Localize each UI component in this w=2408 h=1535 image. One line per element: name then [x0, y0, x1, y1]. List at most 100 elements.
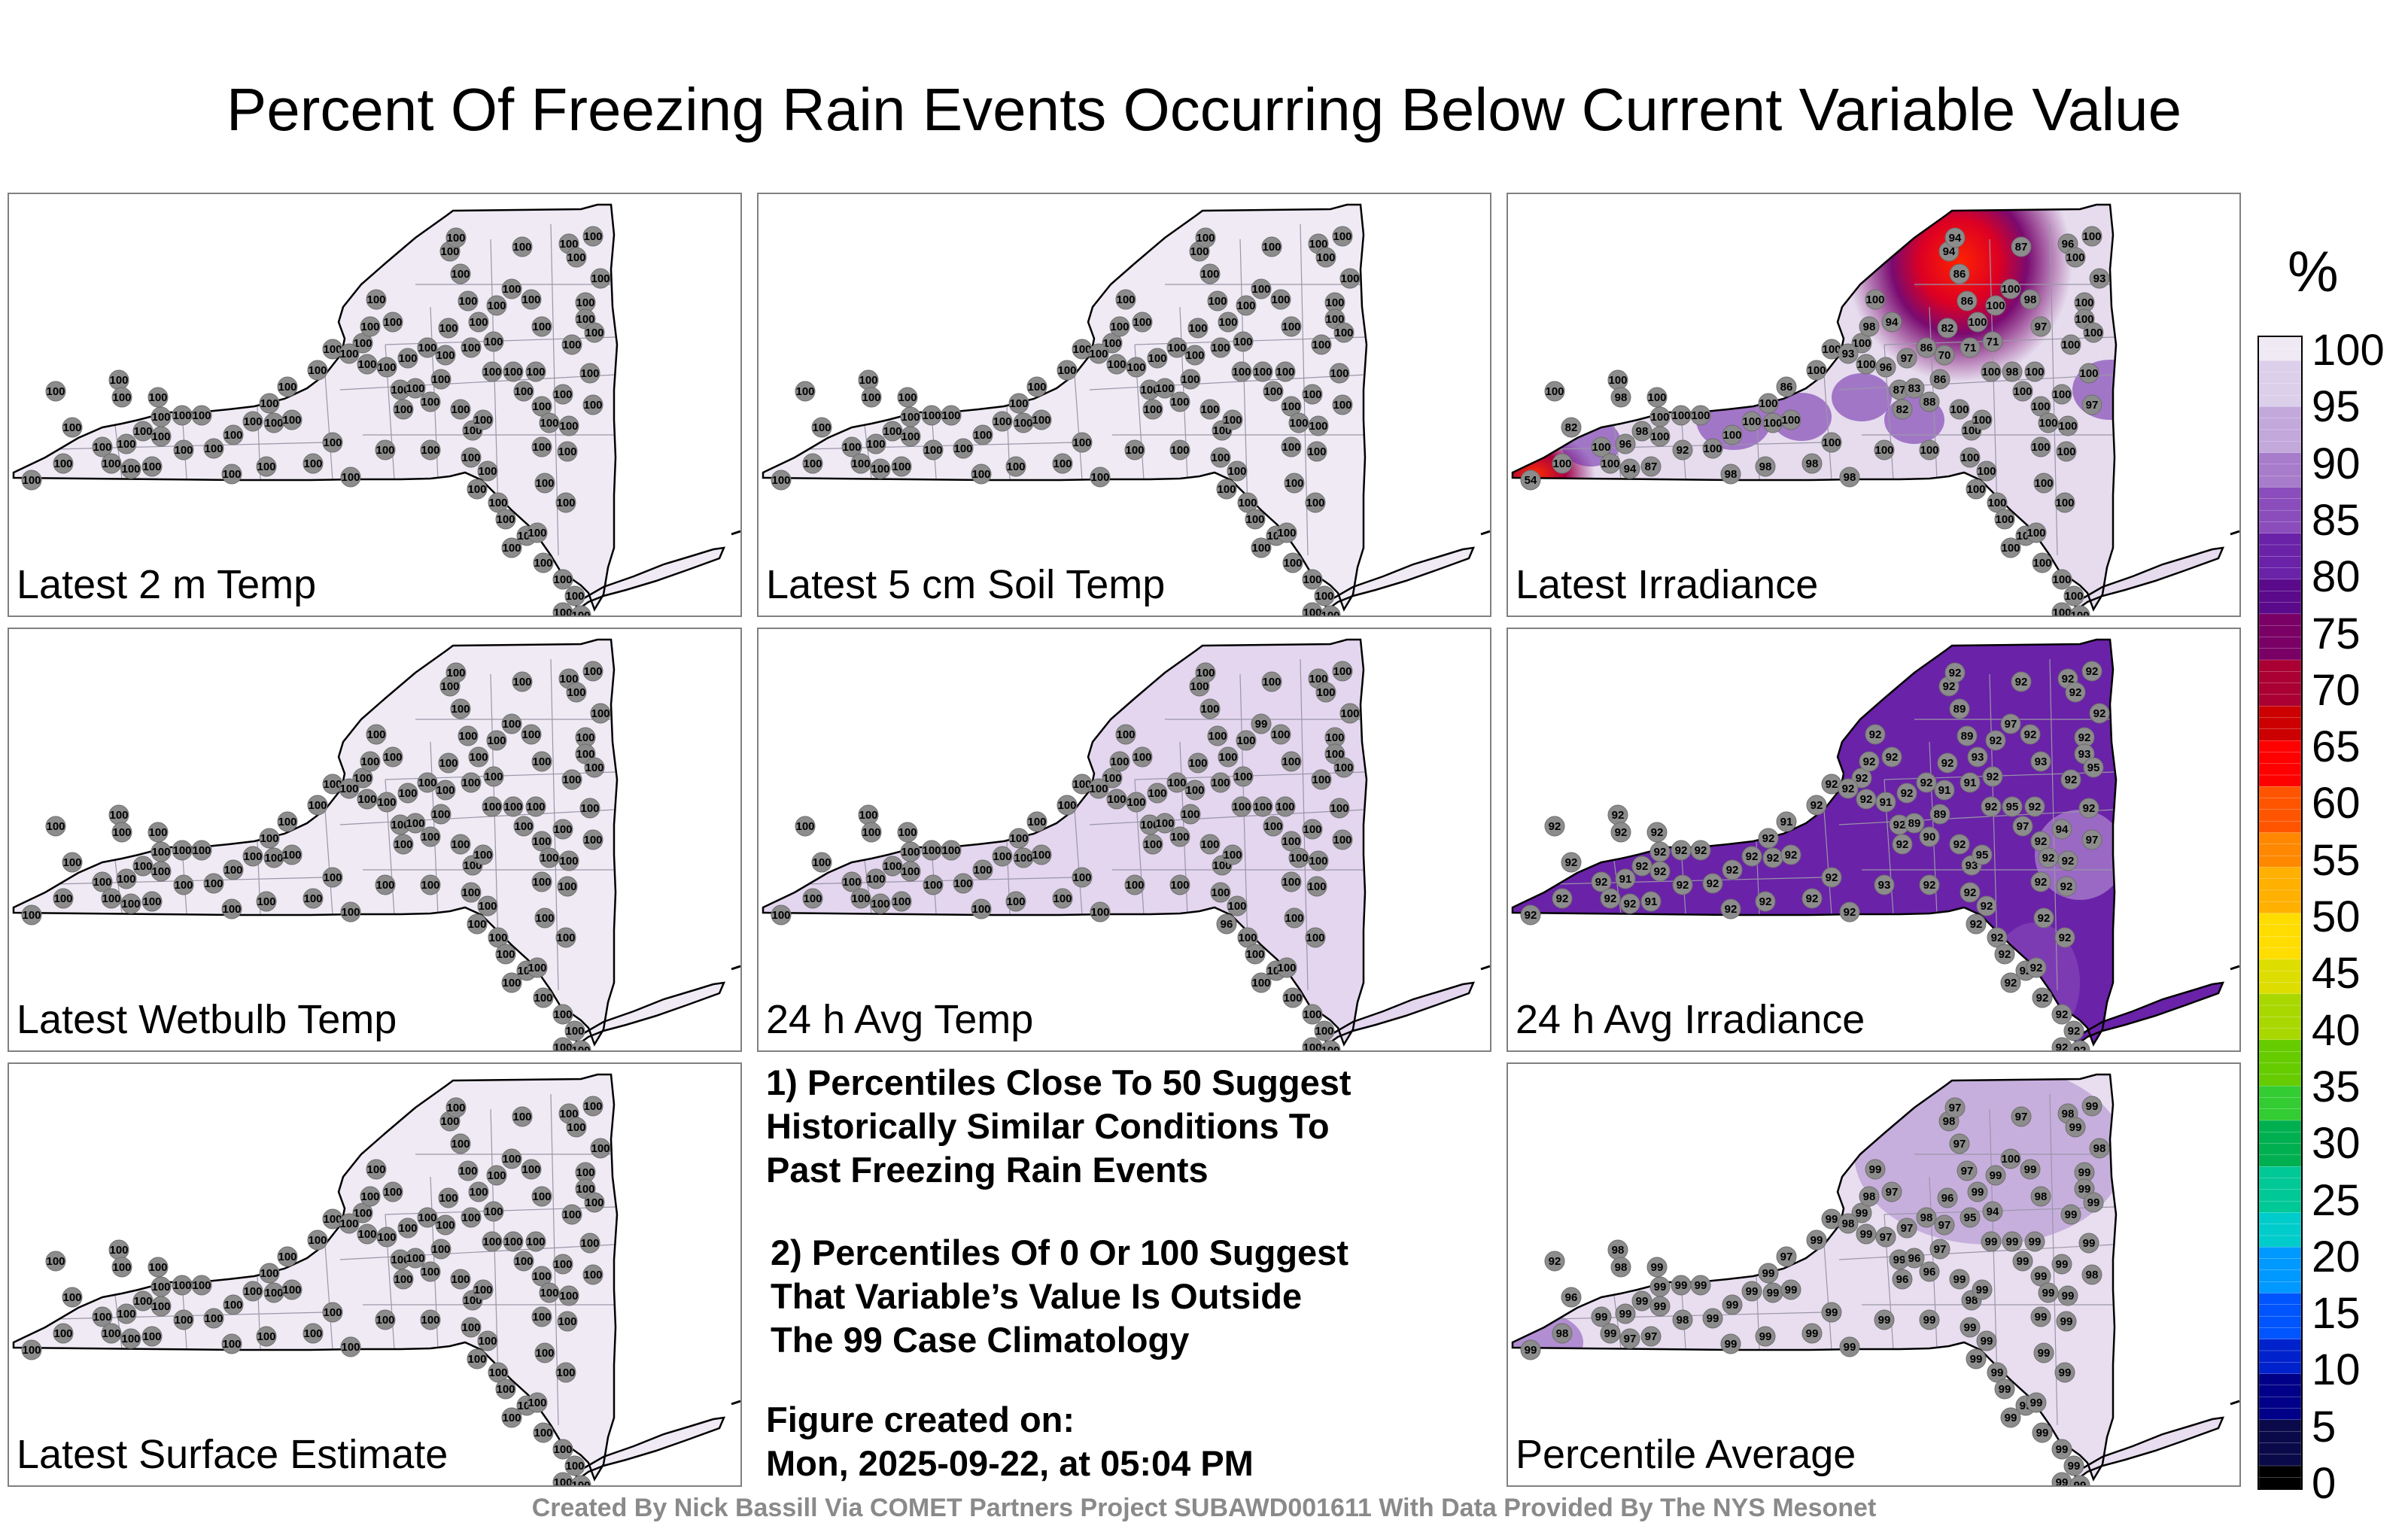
station-marker: 91 — [1934, 780, 1955, 801]
station-value: 98 — [1556, 1327, 1569, 1340]
station-value: 98 — [1844, 471, 1856, 484]
station-marker: 100 — [1008, 393, 1029, 414]
station-value: 96 — [1941, 1192, 1954, 1205]
station-marker: 100 — [771, 904, 792, 926]
station-value: 100 — [1722, 429, 1741, 442]
station-marker: 100 — [1102, 333, 1123, 354]
station-marker: 99 — [2069, 1475, 2090, 1485]
station-value: 99 — [1999, 1383, 2011, 1396]
station-marker: 100 — [477, 1330, 498, 1351]
station-value: 100 — [591, 1142, 610, 1155]
station-value: 100 — [771, 909, 790, 922]
station-value: 99 — [2036, 1427, 2049, 1439]
station-marker: 100 — [1026, 811, 1047, 832]
station-value: 100 — [1333, 834, 1351, 847]
station-value: 96 — [1221, 918, 1233, 931]
station-marker: 100 — [921, 405, 942, 426]
station-marker: 92 — [1720, 898, 1741, 919]
station-value: 100 — [1102, 337, 1121, 350]
station-marker: 92 — [2000, 972, 2021, 993]
panel-label: Latest Irradiance — [1516, 562, 1819, 607]
station-marker: 100 — [1210, 882, 1231, 903]
station-marker: 100 — [1210, 772, 1231, 793]
station-marker: 100 — [420, 439, 441, 460]
station-marker: 100 — [221, 898, 242, 919]
colorbar-step — [2259, 544, 2301, 557]
station-marker: 100 — [1088, 343, 1109, 364]
station-marker: 100 — [1222, 409, 1243, 430]
colorbar-step — [2259, 429, 2301, 442]
station-value: 100 — [451, 1273, 470, 1286]
station-marker: 92 — [1600, 888, 1621, 909]
station-marker: 99 — [1976, 1330, 1997, 1351]
station-marker: 100 — [2000, 278, 2021, 299]
station-marker: 100 — [882, 421, 903, 442]
station-marker: 99 — [2078, 1233, 2099, 1254]
colorbar-step — [2259, 1039, 2301, 1052]
station-marker: 100 — [116, 1303, 137, 1324]
station-marker: 100 — [203, 438, 224, 459]
station-value: 100 — [1263, 385, 1282, 398]
station-value: 100 — [1856, 358, 1875, 371]
station-value: 100 — [2052, 573, 2071, 586]
station-marker: 100 — [1154, 378, 1175, 399]
station-value: 99 — [1964, 1321, 1977, 1334]
station-value: 100 — [375, 1314, 394, 1327]
station-value: 100 — [558, 1315, 576, 1328]
station-value: 100 — [556, 932, 575, 944]
station-value: 100 — [204, 877, 223, 890]
station-marker: 100 — [972, 424, 993, 445]
station-marker: 100 — [376, 357, 397, 378]
station-value: 100 — [421, 831, 439, 843]
station-value: 100 — [339, 348, 358, 360]
station-marker: 92 — [2060, 769, 2081, 790]
station-value: 97 — [1901, 352, 1914, 365]
station-marker: 100 — [357, 789, 378, 810]
station-value: 100 — [1218, 751, 1237, 764]
colorbar-step — [2259, 601, 2301, 614]
station-value: 100 — [458, 1165, 477, 1178]
station-marker: 89 — [1904, 813, 1925, 834]
station-marker: 92 — [1646, 822, 1668, 843]
station-value: 92 — [1549, 1255, 1561, 1268]
station-marker: 100 — [1874, 439, 1895, 460]
station-marker: 100 — [501, 1407, 522, 1428]
station-marker: 100 — [582, 394, 604, 415]
station-value: 99 — [1651, 1261, 1664, 1274]
station-value: 100 — [1053, 892, 1072, 905]
station-marker: 100 — [584, 1192, 605, 1213]
colorbar-step — [2259, 1211, 2301, 1224]
station-marker: 100 — [2057, 415, 2078, 436]
colorbar-step — [2259, 1223, 2301, 1236]
note-0-or-100-percentile: 2) Percentiles Of 0 Or 100 Suggest That … — [771, 1231, 1485, 1362]
station-marker: 100 — [1057, 795, 1078, 816]
fishers-island — [731, 965, 740, 971]
station-marker: 100 — [579, 798, 600, 819]
station-marker: 95 — [2083, 757, 2104, 778]
colorbar-tick-label: 75 — [2312, 609, 2361, 658]
station-value: 100 — [260, 1267, 278, 1280]
station-marker: 100 — [1052, 453, 1073, 474]
station-marker: 100 — [564, 1455, 585, 1476]
station-marker: 98 — [1631, 421, 1652, 442]
station-value: 92 — [2062, 855, 2075, 868]
station-marker: 100 — [1702, 438, 1723, 459]
station-marker: 100 — [1180, 369, 1201, 390]
station-marker: 99 — [1600, 1323, 1621, 1344]
station-value: 100 — [142, 895, 161, 908]
station-value: 92 — [1726, 864, 1739, 877]
station-marker: 97 — [1934, 1214, 1955, 1236]
station-marker: 100 — [531, 436, 552, 457]
station-value: 94 — [1943, 245, 1956, 258]
station-value: 100 — [973, 864, 992, 877]
note-line: Past Freezing Rain Events — [766, 1150, 1209, 1190]
station-value: 100 — [467, 483, 486, 496]
station-value: 100 — [1325, 731, 1344, 744]
station-marker: 100 — [461, 1317, 482, 1338]
station-marker: 100 — [435, 1214, 456, 1236]
station-marker: 100 — [1251, 278, 1272, 299]
colorbar-tick-label: 5 — [2312, 1402, 2337, 1451]
station-value: 99 — [1762, 1267, 1775, 1280]
station-value: 100 — [496, 1383, 515, 1396]
station-value: 100 — [953, 442, 972, 455]
